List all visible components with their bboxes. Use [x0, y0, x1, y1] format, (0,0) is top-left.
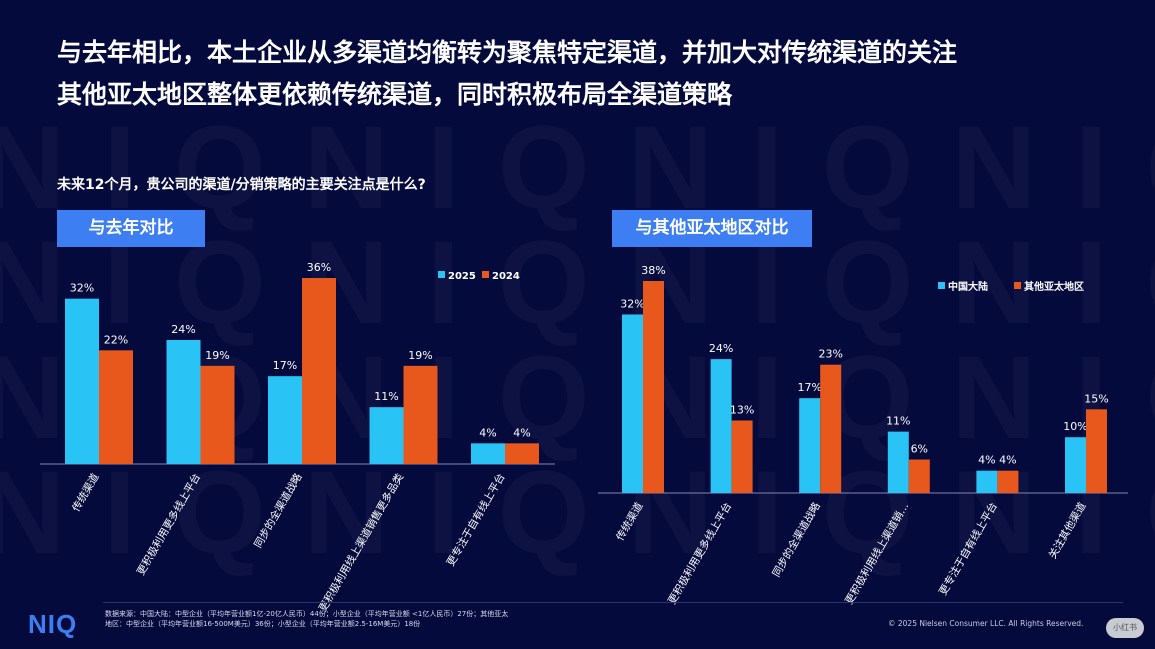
data-label: 23%	[818, 348, 842, 361]
bar	[302, 278, 336, 464]
data-label: 17%	[797, 381, 821, 394]
bar	[268, 376, 302, 464]
bar	[505, 443, 539, 464]
bar	[369, 407, 404, 464]
bar	[1065, 437, 1086, 493]
category-tick-label: 更积极利用更多线上平台	[665, 500, 734, 607]
bar	[622, 314, 643, 493]
xiaohongshu-badge: 小红书	[1106, 618, 1144, 638]
data-label: 36%	[307, 261, 331, 274]
bar	[997, 470, 1019, 493]
bar	[166, 340, 201, 464]
panel-tag-year-comparison: 与去年对比	[57, 210, 205, 247]
bar	[643, 281, 664, 493]
category-tick-label: 传统渠道	[613, 500, 646, 543]
data-label: 24%	[709, 342, 733, 355]
survey-question: 未来12个月，贵公司的渠道/分销策略的主要关注点是什么?	[57, 177, 426, 193]
legend-swatch	[482, 271, 489, 278]
category-tick-label: 同步的全渠道战略	[770, 500, 824, 580]
bar	[799, 398, 821, 493]
legend-label: 2025	[448, 271, 476, 282]
data-label: 11%	[886, 415, 910, 428]
page-title-line-1: 与去年相比，本土企业从多渠道均衡转为聚焦特定渠道，并加大对传统渠道的关注	[57, 38, 958, 67]
bar	[471, 443, 505, 464]
data-label: 4%	[513, 426, 530, 439]
bar	[820, 364, 842, 493]
data-label: 10%	[1063, 420, 1087, 433]
copyright-text: © 2025 Nielsen Consumer LLC. All Rights …	[888, 619, 1084, 628]
legend-swatch	[938, 282, 945, 289]
bar	[403, 365, 438, 464]
legend-label: 中国大陆	[948, 280, 988, 293]
data-label: 38%	[641, 264, 665, 277]
bar	[65, 298, 99, 464]
legend-label: 2024	[492, 271, 520, 282]
bar	[731, 420, 753, 493]
data-label: 24%	[171, 323, 195, 336]
category-tick-label: 关注其他渠道	[1046, 500, 1089, 561]
bar	[1086, 409, 1107, 493]
footer-divider	[103, 602, 1123, 603]
data-label: 6%	[911, 443, 928, 456]
bar	[887, 431, 909, 493]
bar	[710, 359, 732, 493]
data-label: 19%	[205, 349, 229, 362]
data-label: 11%	[374, 390, 398, 403]
legend-swatch	[438, 271, 445, 278]
category-tick-label: 更专注于自有线上平台	[936, 500, 1000, 597]
data-label: 4%	[999, 454, 1016, 467]
legend-swatch	[1014, 282, 1021, 289]
data-label: 15%	[1084, 392, 1108, 405]
bar	[200, 365, 235, 464]
data-label: 4%	[978, 454, 995, 467]
data-label: 13%	[730, 403, 754, 416]
data-label: 32%	[70, 282, 94, 295]
data-label: 22%	[104, 333, 128, 346]
bar	[976, 470, 998, 493]
category-tick-label: 更积极利用线上渠道销…	[842, 500, 911, 607]
data-label: 32%	[620, 297, 644, 310]
data-label: 19%	[408, 349, 432, 362]
panel-tag-region-comparison: 与其他亚太地区对比	[612, 210, 812, 247]
data-label: 17%	[273, 359, 297, 372]
bar	[99, 350, 133, 464]
data-label: 4%	[479, 426, 496, 439]
data-source-note: 数据来源：中国大陆：中型企业（平均年营业额1亿-20亿人民币）44份；小型企业（…	[105, 610, 509, 628]
legend-label: 其他亚太地区	[1024, 280, 1084, 293]
bar	[908, 459, 930, 493]
niq-logo: NIQ	[28, 609, 78, 639]
page-title-line-2: 其他亚太地区整体更依赖传统渠道，同时积极布局全渠道策略	[57, 80, 733, 109]
